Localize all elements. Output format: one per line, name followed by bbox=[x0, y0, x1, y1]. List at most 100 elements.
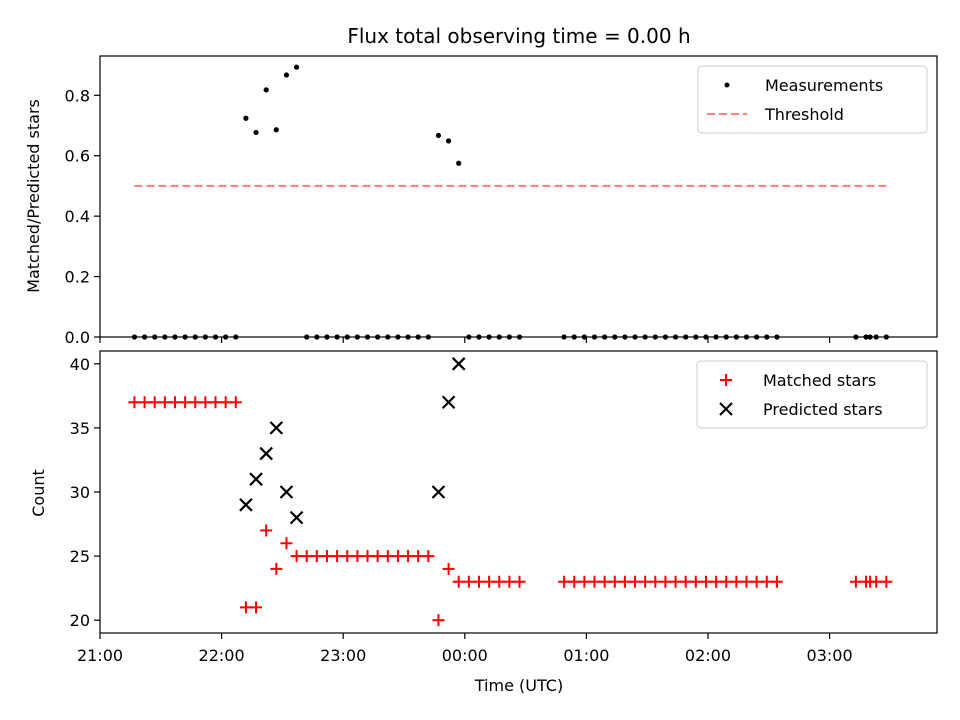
matched-stars-point bbox=[699, 575, 712, 588]
predicted-stars-point bbox=[269, 421, 284, 435]
measurements-point bbox=[456, 160, 462, 166]
matched-stars-point bbox=[578, 575, 591, 588]
bottom-y-tick-label: 30 bbox=[70, 483, 90, 502]
measurements-point bbox=[283, 72, 290, 78]
matched-stars-point bbox=[558, 575, 571, 588]
matched-stars-point bbox=[462, 575, 475, 588]
matched-stars-point bbox=[280, 537, 293, 550]
matched-stars-point bbox=[452, 575, 465, 588]
matched-stars-point bbox=[260, 524, 273, 537]
matched-stars-point bbox=[710, 575, 723, 588]
legend-predicted-marker bbox=[719, 402, 733, 416]
matched-stars-point bbox=[880, 575, 893, 588]
predicted-stars-point bbox=[259, 446, 273, 461]
bottom-panel: Count Time (UTC) 20 25 30 35 40 21:00 22:00 23… bbox=[29, 350, 938, 695]
matched-stars-point bbox=[760, 575, 773, 588]
matched-stars-point bbox=[412, 550, 425, 563]
matched-stars-point bbox=[290, 550, 303, 563]
matched-stars-point bbox=[270, 562, 283, 575]
matched-stars-point bbox=[219, 396, 232, 409]
bottom-y-tick-label: 25 bbox=[70, 547, 90, 566]
top-legend-box bbox=[697, 65, 928, 134]
matched-stars-point bbox=[503, 575, 516, 588]
matched-stars-point bbox=[513, 575, 526, 588]
bottom-y-axis-label: Count bbox=[29, 469, 48, 517]
matched-stars-point bbox=[402, 550, 415, 563]
matched-stars-point bbox=[598, 575, 611, 588]
matched-stars-point bbox=[148, 396, 161, 409]
predicted-stars-point bbox=[441, 395, 456, 410]
measurements-point bbox=[243, 115, 249, 121]
matched-stars-point bbox=[568, 575, 581, 588]
bottom-y-tick-label: 40 bbox=[70, 355, 90, 374]
matched-stars-point bbox=[689, 575, 702, 588]
matched-stars-point bbox=[250, 601, 263, 614]
matched-stars-point bbox=[618, 575, 631, 588]
legend-predicted-label: Predicted stars bbox=[763, 400, 883, 419]
top-y-tick-label: 0.2 bbox=[65, 268, 90, 287]
matched-stars-point bbox=[770, 575, 783, 588]
measurements-point bbox=[293, 64, 300, 70]
matched-stars-point bbox=[199, 396, 212, 409]
matched-stars-point bbox=[138, 396, 151, 409]
top-y-tick-label: 0.4 bbox=[65, 207, 90, 226]
top-y-tick-label: 0.8 bbox=[65, 86, 90, 105]
predicted-stars-point bbox=[289, 510, 304, 525]
matched-stars-point bbox=[740, 575, 753, 588]
matched-stars-point bbox=[649, 575, 662, 588]
x-tick-label: 00:00 bbox=[442, 646, 488, 665]
matched-stars-point bbox=[849, 575, 862, 588]
matched-stars-point bbox=[720, 575, 733, 588]
legend-matched-marker bbox=[720, 374, 732, 386]
chart-title: Flux total observing time = 0.00 h bbox=[347, 24, 690, 48]
matched-stars-point bbox=[331, 550, 344, 563]
x-tick-label: 03:00 bbox=[807, 646, 853, 665]
measurements-point bbox=[263, 87, 269, 93]
predicted-stars-point bbox=[239, 498, 253, 512]
matched-stars-point bbox=[483, 575, 496, 588]
bottom-y-ticks: 20 25 30 35 40 bbox=[70, 355, 100, 630]
measurements-point bbox=[435, 132, 442, 139]
matched-stars-point bbox=[442, 562, 455, 575]
predicted-stars-point bbox=[451, 357, 466, 371]
measurements-point bbox=[445, 138, 452, 144]
matched-stars-point bbox=[320, 550, 333, 563]
legend-matched-label: Matched stars bbox=[763, 371, 876, 390]
bottom-x-ticks: 21:00 22:00 23:00 00:00 01:00 02:00 03:00 bbox=[77, 633, 853, 665]
top-legend: Measurements Threshold bbox=[697, 65, 928, 134]
bottom-series bbox=[128, 357, 893, 627]
matched-stars-point bbox=[659, 575, 672, 588]
bottom-y-tick-label: 35 bbox=[70, 419, 90, 438]
x-tick-label: 21:00 bbox=[77, 646, 123, 665]
matched-stars-point bbox=[750, 575, 763, 588]
x-tick-label: 22:00 bbox=[199, 646, 245, 665]
legend-measurements-label: Measurements bbox=[765, 76, 883, 95]
top-plot-frame bbox=[99, 55, 938, 338]
measurements-point bbox=[253, 129, 259, 136]
matched-stars-point bbox=[639, 575, 652, 588]
measurements-point bbox=[273, 127, 279, 133]
matched-stars-point bbox=[310, 550, 323, 563]
matched-stars-point bbox=[128, 396, 141, 409]
x-tick-label: 02:00 bbox=[685, 646, 731, 665]
matched-stars-point bbox=[189, 396, 202, 409]
matched-stars-point bbox=[608, 575, 621, 588]
legend-measurements-marker bbox=[724, 82, 730, 88]
bottom-plot-frame bbox=[99, 350, 938, 634]
predicted-stars-point bbox=[249, 472, 263, 486]
matched-stars-point bbox=[229, 396, 242, 409]
predicted-stars-point bbox=[279, 485, 294, 499]
matched-stars-point bbox=[493, 575, 506, 588]
matched-stars-point bbox=[391, 550, 404, 563]
top-y-tick-label: 0.0 bbox=[65, 328, 90, 347]
legend-threshold-label: Threshold bbox=[764, 105, 844, 124]
matched-stars-point bbox=[168, 396, 181, 409]
matched-stars-point bbox=[351, 550, 364, 563]
x-axis-label: Time (UTC) bbox=[474, 676, 563, 695]
matched-stars-point bbox=[730, 575, 743, 588]
matched-stars-point bbox=[341, 550, 354, 563]
matched-stars-point bbox=[422, 550, 435, 563]
top-y-ticks: 0.0 0.2 0.4 0.6 0.8 bbox=[65, 86, 100, 347]
matched-stars-point bbox=[209, 396, 222, 409]
